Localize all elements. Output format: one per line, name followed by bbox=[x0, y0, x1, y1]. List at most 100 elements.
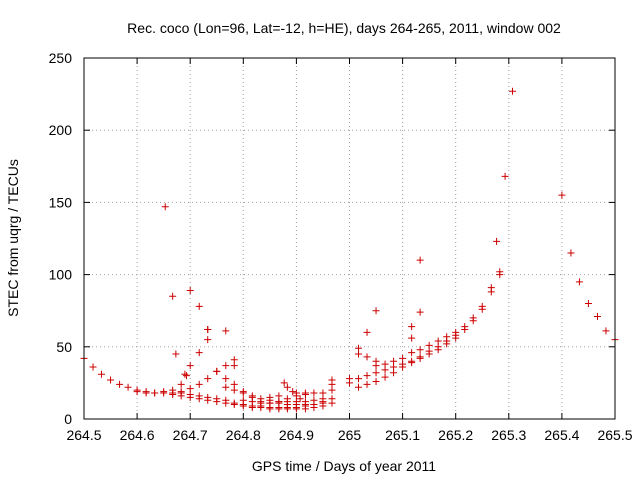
data-point bbox=[381, 373, 389, 381]
data-point bbox=[186, 286, 194, 294]
data-point bbox=[133, 388, 141, 396]
data-point bbox=[230, 362, 238, 370]
data-point bbox=[292, 401, 300, 409]
data-point bbox=[390, 357, 398, 365]
y-tick-label: 250 bbox=[49, 50, 73, 66]
data-point bbox=[177, 389, 185, 397]
data-point bbox=[408, 349, 416, 357]
data-point bbox=[89, 363, 97, 371]
y-tick-label: 150 bbox=[49, 194, 73, 210]
data-point bbox=[222, 327, 230, 335]
data-point bbox=[372, 307, 380, 315]
data-point bbox=[452, 328, 460, 336]
data-point bbox=[204, 336, 212, 344]
data-point bbox=[363, 380, 371, 388]
data-point bbox=[275, 399, 283, 407]
data-point bbox=[169, 390, 177, 398]
data-point bbox=[493, 237, 501, 245]
data-point bbox=[182, 372, 190, 380]
y-axis-label: STEC from uqrg / TECUs bbox=[5, 159, 21, 317]
data-point bbox=[195, 380, 203, 388]
data-point bbox=[509, 87, 517, 95]
data-point bbox=[222, 383, 230, 391]
data-point bbox=[372, 377, 380, 385]
data-point bbox=[239, 389, 247, 397]
data-point bbox=[399, 354, 407, 362]
x-tick-label: 265.1 bbox=[385, 427, 420, 443]
data-point bbox=[230, 399, 238, 407]
data-point bbox=[169, 292, 177, 300]
data-point bbox=[363, 372, 371, 380]
data-point bbox=[204, 375, 212, 383]
y-tick-label: 200 bbox=[49, 122, 73, 138]
data-point bbox=[346, 375, 353, 383]
data-point bbox=[372, 362, 380, 370]
x-tick-label: 265.5 bbox=[597, 427, 632, 443]
data-point bbox=[478, 302, 486, 310]
data-point bbox=[328, 395, 336, 403]
data-point bbox=[408, 323, 416, 331]
data-point bbox=[239, 396, 247, 404]
data-point bbox=[292, 389, 300, 397]
data-point bbox=[372, 369, 380, 377]
data-point bbox=[98, 370, 106, 378]
data-point bbox=[275, 392, 283, 400]
x-tick-label: 265.4 bbox=[544, 427, 579, 443]
data-point bbox=[496, 271, 504, 279]
data-point bbox=[177, 380, 185, 388]
chart-title: Rec. coco (Lon=96, Lat=-12, h=HE), days … bbox=[127, 20, 561, 36]
data-point bbox=[195, 349, 203, 357]
data-point bbox=[408, 334, 416, 342]
data-point bbox=[230, 386, 238, 394]
data-point bbox=[408, 357, 416, 365]
data-point bbox=[280, 379, 288, 387]
data-point bbox=[213, 367, 221, 375]
y-tick-label: 50 bbox=[56, 339, 72, 355]
data-point bbox=[222, 375, 230, 383]
data-point bbox=[301, 401, 309, 409]
data-point bbox=[186, 390, 194, 398]
grid bbox=[84, 58, 615, 419]
data-point bbox=[443, 333, 451, 341]
data-point bbox=[296, 395, 304, 403]
x-tick-label: 265.3 bbox=[491, 427, 526, 443]
data-point bbox=[283, 383, 291, 391]
data-point bbox=[363, 353, 371, 361]
data-point bbox=[257, 399, 265, 407]
data-point bbox=[181, 370, 189, 378]
x-tick-label: 264.5 bbox=[66, 427, 101, 443]
data-point bbox=[461, 323, 469, 331]
data-point bbox=[416, 346, 424, 354]
x-tick-label: 264.7 bbox=[173, 427, 208, 443]
data-point bbox=[195, 392, 203, 400]
x-tick-label: 265.2 bbox=[438, 427, 473, 443]
data-point bbox=[107, 376, 115, 384]
x-tick-label: 264.6 bbox=[120, 427, 155, 443]
data-point bbox=[501, 172, 509, 180]
data-point bbox=[558, 191, 566, 199]
data-point bbox=[310, 389, 318, 397]
data-point bbox=[195, 302, 203, 310]
data-point bbox=[416, 256, 424, 264]
data-point bbox=[363, 328, 371, 336]
data-point bbox=[172, 350, 180, 358]
data-point bbox=[213, 395, 221, 403]
data-point bbox=[160, 388, 168, 396]
data-point bbox=[289, 388, 297, 396]
data-point bbox=[567, 249, 575, 257]
data-point bbox=[310, 401, 318, 409]
data-point bbox=[355, 375, 363, 383]
data-point bbox=[355, 383, 363, 391]
data-point bbox=[381, 360, 389, 368]
data-point bbox=[266, 393, 274, 401]
data-point bbox=[434, 337, 442, 345]
data-point bbox=[584, 299, 592, 307]
data-point bbox=[355, 344, 363, 352]
data-points bbox=[80, 87, 619, 413]
data-point bbox=[142, 389, 150, 397]
data-point bbox=[204, 325, 212, 333]
data-point bbox=[124, 383, 132, 391]
data-point bbox=[593, 312, 601, 320]
data-point bbox=[469, 314, 477, 322]
